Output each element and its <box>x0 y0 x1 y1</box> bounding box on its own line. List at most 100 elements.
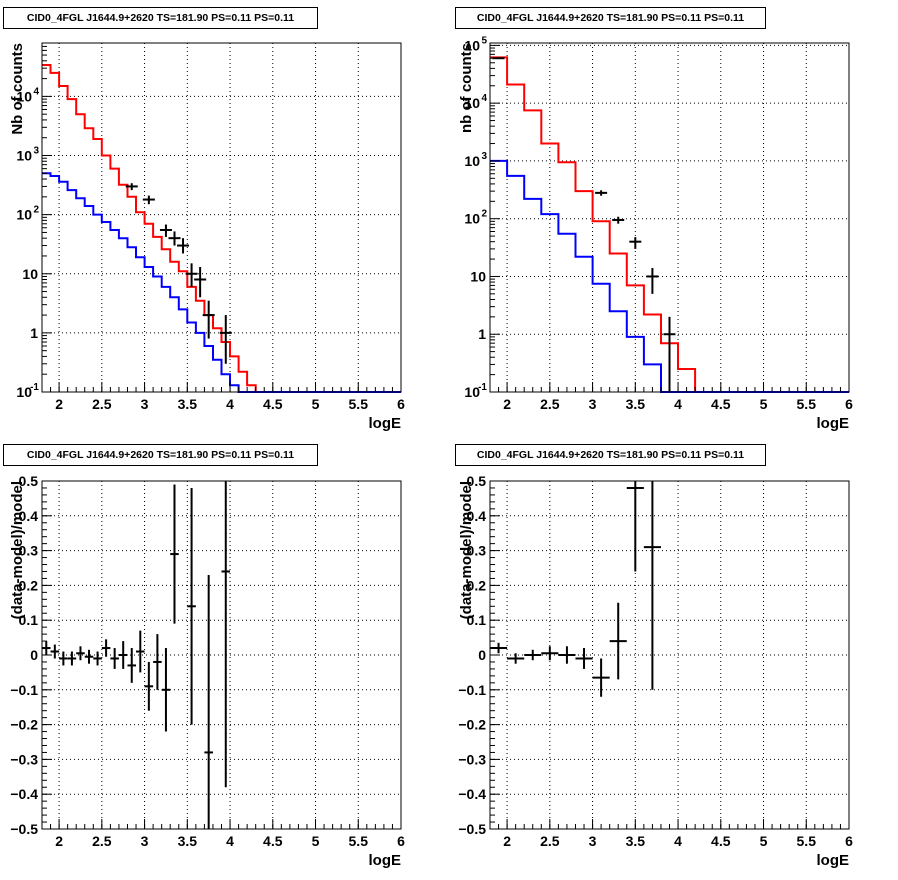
y-tick-label: 10 <box>464 384 480 400</box>
data-point <box>50 644 60 659</box>
x-tick-label: 5 <box>760 833 768 849</box>
data-point <box>643 481 661 690</box>
y-tick-label: 1 <box>30 325 38 341</box>
pad-title: CID0_4FGL J1644.9+2620 TS=181.90 PS=0.11… <box>3 7 318 29</box>
x-axis-title: logE <box>369 852 402 869</box>
x-tick-label: 4 <box>226 396 234 412</box>
data-point <box>101 639 111 657</box>
y-tick-exponent: -1 <box>30 382 39 393</box>
x-tick-label: 3.5 <box>178 396 198 412</box>
x-tick-label: 3 <box>589 396 597 412</box>
y-axis-title: nb of counts <box>458 43 475 133</box>
x-tick-label: 5 <box>760 396 768 412</box>
y-tick-exponent: 4 <box>33 86 39 97</box>
x-tick-label: 5 <box>312 396 320 412</box>
data-point <box>507 653 525 664</box>
data-point <box>136 630 145 673</box>
data-point <box>187 487 196 725</box>
data-point <box>219 315 232 364</box>
pad-residuals-coarse: 2 2.5 3 3.5 4 4.5 5 5.5 6 −0.5 −0.4 −0.3 −0.2 −0.1 0 0.… <box>449 437 898 875</box>
pad-title: CID0_4FGL J1644.9+2620 TS=181.90 PS=0.11… <box>455 7 766 29</box>
x-tick-label: 4 <box>674 833 682 849</box>
plot-area: 2 2.5 3 3.5 4 4.5 5 5.5 6 −0.5 −0.4 −0.3 −0.2 −0.1 0 0.… <box>458 473 853 869</box>
data-point <box>629 237 642 249</box>
y-tick-label: 10 <box>16 207 32 223</box>
data-point <box>125 183 138 191</box>
data-point <box>93 651 102 666</box>
y-tick-label: −0.2 <box>458 717 486 733</box>
x-axis-title: logE <box>369 415 402 432</box>
y-tick-label: 10 <box>470 268 486 284</box>
pad-residuals-fine: 2 2.5 3 3.5 4 4.5 5 5.5 6 −0.5 −0.4 −0.3 −0.2 −0.1 0 0.… <box>0 437 449 875</box>
data-point <box>153 634 162 690</box>
data-point <box>168 231 181 246</box>
y-tick-exponent: 2 <box>33 205 39 216</box>
x-tick-label: 3 <box>141 396 149 412</box>
y-tick-label: 0.1 <box>19 612 39 628</box>
data-point <box>575 648 593 669</box>
y-tick-label: 0 <box>30 647 38 663</box>
data-point <box>76 646 85 661</box>
pad-counts-fine: 2 2.5 3 3.5 4 4.5 5 5.5 6 10 -1 1 10 10 2 10 3 10 4 logE Nb … <box>0 0 449 437</box>
x-tick-label: 2.5 <box>92 833 112 849</box>
data-point <box>221 481 231 788</box>
x-tick-label: 2 <box>503 396 511 412</box>
data-point <box>142 195 155 205</box>
data-point <box>177 238 190 254</box>
y-tick-label: −0.5 <box>458 821 486 837</box>
pad-counts-coarse: 2 2.5 3 3.5 4 4.5 5 5.5 6 10 -1 1 10 10 2 10 3 10 4 10 5 logE… <box>449 0 898 437</box>
y-tick-exponent: 3 <box>33 146 39 157</box>
data-point <box>595 190 608 196</box>
y-tick-label: −0.4 <box>458 786 486 802</box>
y-tick-label: −0.4 <box>10 786 38 802</box>
y-tick-label: −0.3 <box>10 751 38 767</box>
plot-area: 2 2.5 3 3.5 4 4.5 5 5.5 6 −0.5 −0.4 −0.3 −0.2 −0.1 0 0.… <box>9 473 405 869</box>
y-tick-label: 0.1 <box>467 612 487 628</box>
data-point <box>84 649 94 664</box>
y-axis-title: (data-model)/model <box>458 481 475 619</box>
series-line-blue <box>42 172 401 393</box>
y-tick-label: 0.2 <box>467 577 487 593</box>
x-tick-label: 5 <box>312 833 320 849</box>
x-axis-title: logE <box>817 852 850 869</box>
y-tick-label: −0.1 <box>458 682 486 698</box>
x-tick-label: 2 <box>55 396 63 412</box>
plot-frame <box>41 480 402 830</box>
y-tick-label: 0.3 <box>19 543 39 559</box>
data-point <box>646 268 659 294</box>
data-point <box>524 649 542 661</box>
y-tick-label: −0.2 <box>10 717 38 733</box>
plot-frame <box>489 480 850 830</box>
x-tick-label: 2.5 <box>540 396 560 412</box>
y-tick-label: 10 <box>16 88 32 104</box>
y-tick-label: 0.5 <box>19 473 39 489</box>
x-tick-label: 6 <box>845 833 853 849</box>
x-tick-label: 2.5 <box>540 833 560 849</box>
x-tick-label: 3.5 <box>626 833 646 849</box>
x-axis-title: logE <box>817 415 850 432</box>
y-tick-label: 10 <box>16 148 32 164</box>
x-tick-label: 4.5 <box>711 396 731 412</box>
x-tick-label: 2.5 <box>92 396 112 412</box>
y-tick-label: −0.3 <box>458 751 486 767</box>
x-tick-label: 2 <box>55 833 63 849</box>
x-tick-label: 6 <box>397 833 405 849</box>
y-axis-title: (data-model)/model <box>9 481 26 619</box>
y-axis-title: Nb of counts <box>9 43 26 135</box>
x-tick-label: 5.5 <box>349 396 369 412</box>
x-tick-label: 6 <box>397 396 405 412</box>
y-tick-label: −0.1 <box>10 682 38 698</box>
y-tick-label: 0.4 <box>19 508 39 524</box>
data-point <box>558 646 576 664</box>
x-tick-label: 3 <box>589 833 597 849</box>
data-point <box>161 648 171 732</box>
y-tick-label: −0.5 <box>10 821 38 837</box>
y-tick-label: 0.4 <box>467 508 487 524</box>
y-tick-exponent: -1 <box>478 382 487 393</box>
y-tick-label: 0.3 <box>467 543 487 559</box>
y-tick-label: 0.2 <box>19 577 39 593</box>
y-tick-label: 0 <box>478 647 486 663</box>
y-tick-label: 10 <box>464 95 480 111</box>
series-line-red <box>42 64 401 393</box>
